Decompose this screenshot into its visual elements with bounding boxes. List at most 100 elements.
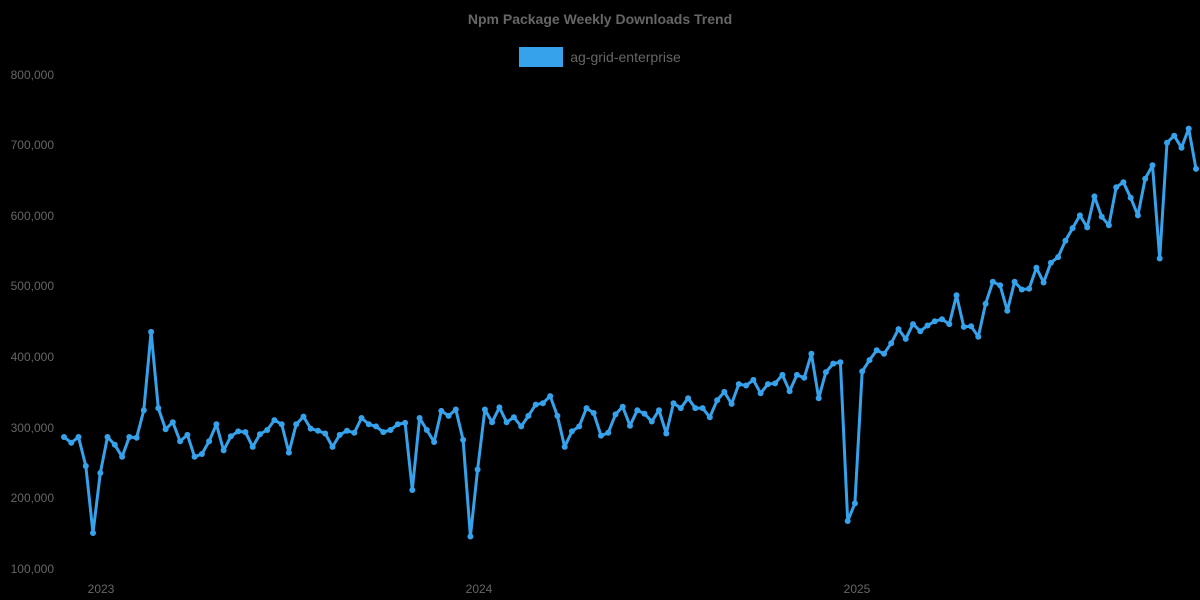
data-point[interactable] bbox=[939, 316, 945, 323]
data-point[interactable] bbox=[576, 423, 583, 430]
data-point[interactable] bbox=[1127, 194, 1134, 201]
data-point[interactable] bbox=[968, 323, 975, 330]
data-point[interactable] bbox=[315, 427, 321, 434]
data-point[interactable] bbox=[598, 432, 604, 439]
data-point[interactable] bbox=[365, 421, 372, 428]
data-point[interactable] bbox=[1062, 237, 1069, 244]
data-point[interactable] bbox=[496, 404, 503, 411]
data-point[interactable] bbox=[721, 388, 728, 395]
data-point[interactable] bbox=[242, 429, 249, 436]
data-point[interactable] bbox=[206, 438, 213, 445]
data-point[interactable] bbox=[423, 427, 430, 433]
data-point[interactable] bbox=[830, 360, 837, 367]
data-point[interactable] bbox=[198, 451, 205, 457]
data-point[interactable] bbox=[648, 418, 655, 425]
data-point[interactable] bbox=[743, 382, 750, 389]
data-point[interactable] bbox=[416, 415, 423, 421]
data-point[interactable] bbox=[815, 395, 822, 402]
data-point[interactable] bbox=[1047, 259, 1054, 266]
data-point[interactable] bbox=[764, 381, 771, 388]
data-point[interactable] bbox=[859, 368, 866, 375]
data-point[interactable] bbox=[213, 421, 220, 428]
data-point[interactable] bbox=[402, 419, 409, 426]
data-point[interactable] bbox=[685, 395, 692, 402]
data-point[interactable] bbox=[256, 431, 263, 438]
data-point[interactable] bbox=[627, 422, 633, 429]
data-point[interactable] bbox=[1004, 307, 1011, 314]
data-point[interactable] bbox=[278, 421, 285, 428]
data-point[interactable] bbox=[750, 376, 757, 383]
data-point[interactable] bbox=[445, 412, 452, 419]
data-point[interactable] bbox=[148, 328, 155, 335]
data-point[interactable] bbox=[714, 397, 721, 404]
data-point[interactable] bbox=[837, 359, 844, 366]
data-point[interactable] bbox=[1193, 165, 1199, 172]
data-point[interactable] bbox=[561, 443, 568, 450]
data-point[interactable] bbox=[1185, 125, 1192, 132]
data-point[interactable] bbox=[119, 453, 126, 460]
data-point[interactable] bbox=[68, 439, 75, 446]
data-point[interactable] bbox=[394, 421, 401, 428]
data-point[interactable] bbox=[467, 533, 474, 540]
data-point[interactable] bbox=[1164, 139, 1170, 146]
data-point[interactable] bbox=[554, 412, 561, 419]
data-point[interactable] bbox=[902, 335, 909, 342]
legend[interactable]: ag-grid-enterprise bbox=[0, 47, 1200, 67]
data-point[interactable] bbox=[583, 405, 590, 412]
data-point[interactable] bbox=[656, 407, 662, 414]
data-point[interactable] bbox=[1098, 213, 1105, 220]
data-point[interactable] bbox=[1156, 255, 1163, 262]
data-point[interactable] bbox=[1033, 264, 1040, 271]
data-point[interactable] bbox=[699, 405, 706, 412]
data-point[interactable] bbox=[351, 429, 358, 436]
data-point[interactable] bbox=[1026, 285, 1033, 292]
data-point[interactable] bbox=[460, 436, 467, 443]
data-point[interactable] bbox=[481, 406, 488, 413]
data-point[interactable] bbox=[1142, 175, 1149, 182]
data-point[interactable] bbox=[982, 300, 989, 307]
data-point[interactable] bbox=[568, 428, 575, 435]
data-point[interactable] bbox=[104, 434, 111, 440]
data-point[interactable] bbox=[271, 417, 278, 424]
data-point[interactable] bbox=[881, 350, 887, 357]
data-point[interactable] bbox=[1076, 212, 1083, 219]
data-point[interactable] bbox=[822, 369, 829, 376]
data-point[interactable] bbox=[946, 321, 953, 328]
legend-swatch[interactable] bbox=[519, 47, 564, 67]
data-point[interactable] bbox=[90, 530, 96, 536]
data-point[interactable] bbox=[997, 282, 1004, 289]
data-point[interactable] bbox=[184, 431, 191, 438]
data-point[interactable] bbox=[547, 393, 554, 400]
data-point[interactable] bbox=[358, 415, 365, 421]
data-point[interactable] bbox=[1105, 222, 1112, 229]
data-point[interactable] bbox=[380, 429, 387, 436]
data-point[interactable] bbox=[169, 419, 176, 426]
data-point[interactable] bbox=[772, 380, 779, 387]
data-point[interactable] bbox=[235, 428, 242, 435]
data-point[interactable] bbox=[525, 412, 532, 419]
data-point[interactable] bbox=[975, 333, 982, 340]
data-point[interactable] bbox=[489, 419, 496, 426]
data-point[interactable] bbox=[307, 425, 314, 432]
data-point[interactable] bbox=[895, 326, 902, 333]
data-point[interactable] bbox=[409, 487, 416, 493]
data-point[interactable] bbox=[162, 426, 169, 433]
data-point[interactable] bbox=[474, 466, 481, 473]
data-point[interactable] bbox=[1091, 193, 1098, 200]
data-point[interactable] bbox=[590, 410, 597, 416]
data-point[interactable] bbox=[663, 430, 670, 437]
data-point[interactable] bbox=[336, 431, 343, 438]
data-point[interactable] bbox=[851, 500, 858, 507]
data-point[interactable] bbox=[322, 430, 329, 437]
data-point[interactable] bbox=[191, 453, 198, 460]
data-point[interactable] bbox=[1084, 224, 1091, 231]
data-point[interactable] bbox=[641, 410, 648, 417]
data-point[interactable] bbox=[438, 407, 445, 414]
data-point[interactable] bbox=[960, 323, 967, 330]
data-point[interactable] bbox=[1178, 144, 1185, 151]
data-point[interactable] bbox=[249, 443, 256, 450]
data-point[interactable] bbox=[692, 405, 699, 412]
data-point[interactable] bbox=[924, 322, 931, 329]
data-point[interactable] bbox=[619, 403, 626, 410]
